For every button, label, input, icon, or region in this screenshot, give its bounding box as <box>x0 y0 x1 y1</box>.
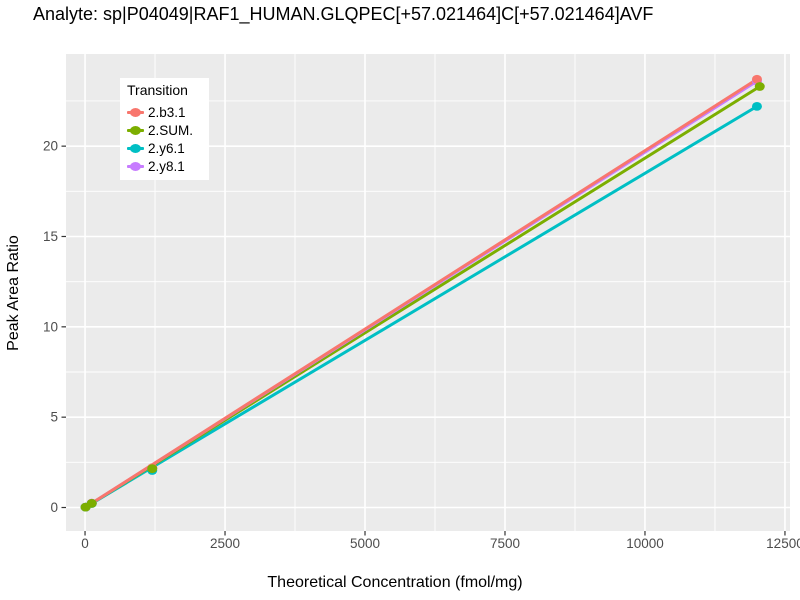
data-point-2.SUM. <box>147 464 158 474</box>
legend: Transition 2.b3.1 2.SUM. 2.y6.1 2.y8.1 <box>120 78 209 180</box>
x-tick-label: 7500 <box>490 536 520 551</box>
y-tick-label: 0 <box>50 500 58 515</box>
legend-item-label: 2.y6.1 <box>148 140 185 156</box>
legend-title: Transition <box>127 82 188 98</box>
legend-key-icon <box>127 158 144 175</box>
legend-item-label: 2.SUM. <box>148 122 194 138</box>
data-point-2.SUM. <box>86 498 97 508</box>
y-tick-label: 5 <box>50 410 58 425</box>
legend-item-label: 2.y8.1 <box>148 158 185 174</box>
y-tick-label: 10 <box>43 319 58 334</box>
legend-key-icon <box>127 140 144 157</box>
legend-item: 2.SUM. <box>127 121 209 139</box>
legend-item-label: 2.b3.1 <box>148 104 186 120</box>
data-point-2.SUM. <box>754 82 765 91</box>
legend-item: 2.y6.1 <box>127 139 209 157</box>
legend-key-icon <box>127 122 144 139</box>
legend-item: 2.b3.1 <box>127 103 209 121</box>
legend-key-icon <box>127 104 144 121</box>
series-line-2.y6.1 <box>84 104 759 509</box>
x-tick-label: 0 <box>81 536 89 551</box>
x-tick-label: 2500 <box>210 536 240 551</box>
y-tick-label: 20 <box>43 139 58 154</box>
legend-item: 2.y8.1 <box>127 157 209 175</box>
x-tick-label: 10000 <box>626 536 664 551</box>
x-axis-title: Theoretical Concentration (fmol/mg) <box>267 574 523 591</box>
x-tick-label: 5000 <box>350 536 380 551</box>
x-tick-label: 12500 <box>766 536 800 551</box>
y-tick-label: 15 <box>43 229 58 244</box>
data-point-2.b3.1 <box>751 74 762 84</box>
chart-title: Analyte: sp|P04049|RAF1_HUMAN.GLQPEC[+57… <box>33 4 654 24</box>
data-point-2.y6.1 <box>751 101 762 111</box>
y-axis-title: Peak Area Ratio <box>5 235 22 351</box>
series-line-2.b3.1 <box>84 77 759 509</box>
